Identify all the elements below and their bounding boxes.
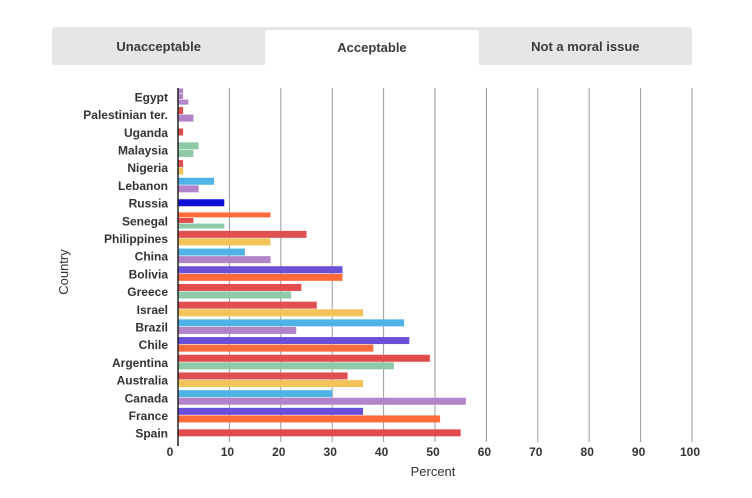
bar — [178, 301, 317, 309]
bar — [178, 167, 184, 175]
category-label: Egypt — [135, 90, 168, 104]
category-label: Argentina — [112, 356, 168, 370]
tab-not-a-moral-issue[interactable]: Not a moral issue — [531, 38, 640, 54]
bar — [178, 344, 374, 352]
bar — [178, 266, 343, 274]
bar — [178, 199, 225, 207]
category-label: Malaysia — [118, 143, 168, 157]
bar — [178, 217, 194, 223]
bar — [178, 337, 410, 345]
x-tick-label: 0 — [167, 445, 174, 459]
tab-bar: Unacceptable Acceptable Not a moral issu… — [52, 27, 692, 65]
bar — [178, 256, 271, 264]
bar — [178, 407, 364, 415]
bar — [178, 94, 184, 100]
bar — [178, 142, 199, 150]
x-tick-label: 80 — [581, 445, 595, 459]
tab-acceptable[interactable]: Acceptable — [265, 30, 479, 65]
category-label: Brazil — [135, 320, 168, 334]
category-label: Canada — [125, 391, 169, 405]
category-label: Greece — [127, 285, 168, 299]
category-label: Australia — [117, 374, 169, 388]
x-tick-label: 100 — [680, 445, 700, 459]
x-tick-label: 40 — [375, 445, 389, 459]
bar — [178, 273, 343, 281]
category-label: Bolivia — [129, 267, 169, 281]
x-tick-label: 50 — [426, 445, 440, 459]
bar — [178, 372, 348, 380]
bar — [178, 319, 405, 327]
category-label: Russia — [129, 197, 169, 211]
bar — [178, 212, 271, 218]
category-label: Uganda — [124, 126, 168, 140]
category-label: Senegal — [122, 214, 168, 228]
bar — [178, 309, 364, 317]
bar — [178, 238, 271, 246]
bar — [178, 114, 194, 122]
bar — [178, 177, 214, 185]
bar — [178, 283, 302, 291]
bar — [178, 230, 307, 238]
category-label: Israel — [137, 303, 168, 317]
category-label: Palestinian ter. — [83, 108, 168, 122]
category-label: Chile — [139, 338, 169, 352]
x-tick-label: 90 — [632, 445, 646, 459]
category-label: Lebanon — [118, 179, 168, 193]
tab-unacceptable[interactable]: Unacceptable — [116, 38, 201, 54]
x-tick-label: 70 — [529, 445, 543, 459]
bar — [178, 291, 292, 299]
bar — [178, 415, 441, 423]
bar — [178, 390, 333, 398]
category-label: Philippines — [104, 232, 168, 246]
category-label: China — [135, 250, 169, 264]
x-tick-label: 30 — [324, 445, 338, 459]
bar — [178, 362, 394, 370]
bar — [178, 160, 184, 168]
bar — [178, 106, 184, 114]
bar — [178, 429, 461, 437]
bar — [178, 326, 297, 334]
y-axis-title: Country — [56, 249, 71, 295]
category-label: Spain — [135, 427, 168, 441]
bar — [178, 88, 184, 94]
bar — [178, 149, 194, 157]
bar — [178, 380, 364, 388]
x-tick-label: 60 — [478, 445, 492, 459]
bar — [178, 128, 184, 136]
bar — [178, 397, 466, 405]
bar — [178, 185, 199, 193]
bar — [178, 99, 189, 105]
bar — [178, 248, 245, 256]
category-label: Nigeria — [127, 161, 168, 175]
category-label: France — [129, 409, 169, 423]
x-tick-label: 20 — [272, 445, 286, 459]
x-axis-title: Percent — [411, 464, 456, 479]
x-tick-label: 10 — [221, 445, 235, 459]
bar — [178, 223, 225, 229]
bar — [178, 354, 430, 362]
